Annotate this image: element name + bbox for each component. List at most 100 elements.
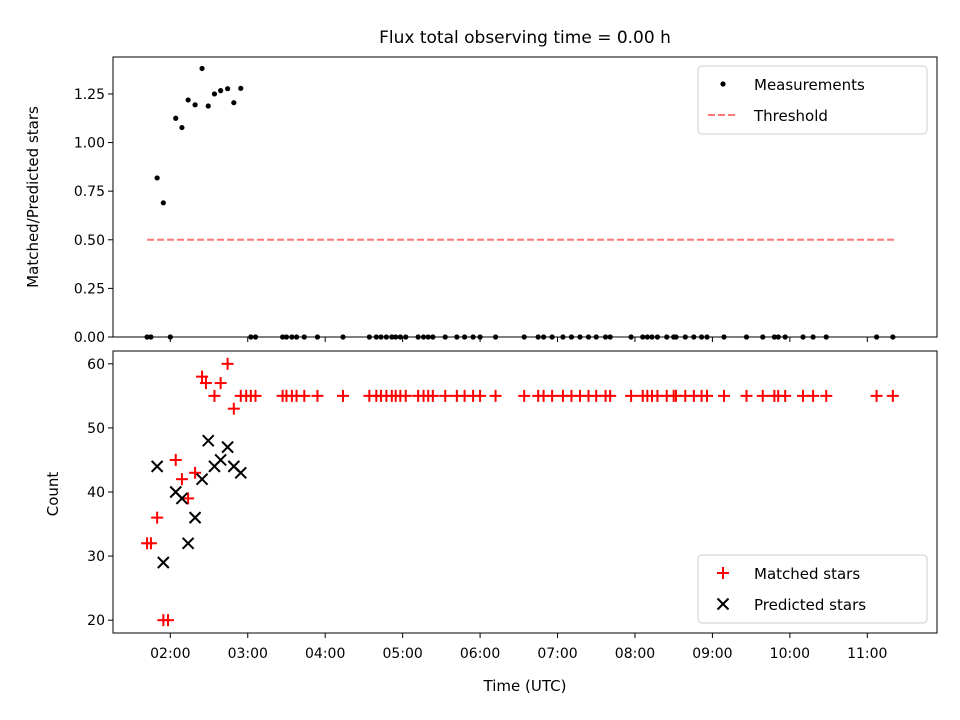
top-dot-point-10-shape [205, 103, 211, 109]
top-dot-point-9-shape [199, 65, 205, 72]
bottom-plus-point-76 [870, 389, 883, 402]
top-axes-frame [112, 56, 938, 338]
bottom-legend-item-1-swatch [716, 597, 730, 611]
bottom-plus-point-44 [518, 389, 531, 402]
x-tick-label-4: 06:00 [460, 646, 500, 662]
top-y-tick-label-2: 0.50 [74, 233, 105, 249]
bottom-plus-point-69 [756, 389, 769, 402]
bottom-plus-point-1 [144, 537, 157, 550]
top-dot-point-15-shape [238, 85, 244, 91]
bottom-plus-point-47 [546, 389, 559, 402]
x-tick-label-2: 04:00 [305, 646, 345, 662]
bottom-x-point-10 [221, 440, 234, 454]
bottom-legend: Matched stars Predicted stars [697, 554, 928, 624]
bottom-plus-point-7 [182, 492, 195, 505]
bottom-plus-point-9 [196, 370, 209, 383]
top-dot-point-9 [199, 65, 205, 72]
top-dot-point-12-shape [218, 88, 224, 94]
bottom-y-tick-label-3: 50 [87, 421, 105, 437]
bottom-x-point-7 [202, 434, 215, 447]
bottom-x-point-5-b [188, 511, 202, 524]
x-tick-label-7: 09:00 [692, 646, 732, 662]
bottom-legend-item-1-label: Predicted stars [754, 596, 866, 614]
top-legend: Measurements Threshold [697, 65, 928, 135]
bottom-legend-item-1-swatch-b [716, 597, 730, 611]
top-legend-item-0-label: Measurements [754, 76, 865, 94]
bottom-plus-point-43 [489, 389, 502, 402]
bottom-series-matched-stars [141, 357, 899, 627]
top-dot-point-14 [231, 100, 237, 106]
bottom-x-point-1-b [157, 556, 170, 569]
top-dot-point-2-shape [154, 175, 160, 181]
top-y-tick-label-4: 1.00 [74, 136, 105, 152]
top-legend-item-0-swatch [720, 81, 726, 87]
bottom-y-tick-label-1: 30 [87, 549, 105, 565]
bottom-plus-point-18 [249, 389, 262, 402]
bottom-plus-point-55 [625, 389, 638, 402]
x-tick-label-5: 07:00 [537, 646, 577, 662]
top-dot-point-13-shape [225, 86, 231, 92]
bottom-y-tick-label-0: 20 [87, 613, 105, 629]
bottom-plus-point-14 [227, 402, 240, 415]
bottom-plus-point-38 [439, 389, 452, 402]
x-tick-label-0: 02:00 [150, 646, 190, 662]
top-dot-point-5-shape [173, 115, 179, 121]
bottom-legend-box [697, 554, 928, 624]
bottom-x-point-6 [195, 472, 209, 486]
bottom-plus-point-25 [337, 389, 350, 402]
bottom-y-axis-label: Count [44, 472, 62, 517]
bottom-plus-point-77 [886, 389, 899, 402]
bottom-plus-point-8 [189, 466, 202, 479]
top-dot-point-8 [192, 102, 198, 108]
top-dot-point-8-shape [192, 102, 198, 108]
bottom-plus-point-5 [169, 453, 182, 466]
bottom-x-point-5 [188, 511, 202, 524]
bottom-x-point-2-b [169, 485, 182, 499]
top-dot-point-7 [185, 97, 191, 103]
bottom-y-tick-label-4: 60 [87, 357, 105, 373]
bottom-legend-item-0-swatch [717, 567, 729, 579]
bottom-plus-point-66 [700, 389, 713, 402]
bottom-plus-point-12 [214, 377, 227, 390]
x-tick-label-8: 10:00 [770, 646, 810, 662]
top-y-tick-label-3: 0.75 [74, 184, 105, 200]
bottom-plus-point-11 [208, 389, 221, 402]
bottom-plus-point-10 [199, 377, 212, 390]
top-chart-title: Flux total observing time = 0.00 h [379, 28, 671, 48]
top-dot-point-3 [160, 200, 166, 206]
bottom-x-point-0 [150, 460, 164, 473]
bottom-x-point-6-b [195, 472, 209, 486]
top-y-tick-label-5: 1.25 [74, 87, 105, 103]
bottom-panel: 20 30 40 50 60 02:00 03:00 04:00 05:00 06:00 07:00… [87, 350, 938, 662]
bottom-plus-point-33 [399, 389, 412, 402]
bottom-plus-point-74 [807, 389, 820, 402]
bottom-x-point-12 [234, 466, 247, 479]
bottom-x-point-4-b [181, 537, 195, 550]
bottom-legend-item-0-label: Matched stars [754, 565, 860, 583]
bottom-x-point-0-b [150, 460, 164, 473]
top-dot-point-6-shape [179, 124, 185, 131]
top-legend-item-1-label: Threshold [753, 107, 828, 125]
bottom-plus-point-2 [151, 511, 164, 524]
top-dot-point-13 [225, 86, 231, 92]
x-tick-label-6: 08:00 [615, 646, 655, 662]
top-dot-point-11 [211, 91, 218, 97]
top-dot-point-5 [173, 115, 179, 121]
bottom-plus-point-67 [718, 389, 731, 402]
bottom-x-point-7-b [202, 434, 215, 447]
top-y-tick-label-1: 0.25 [74, 281, 105, 297]
bottom-x-point-11-b [227, 460, 241, 473]
top-y-tick-label-0: 0.00 [74, 330, 105, 346]
top-dot-point-10 [205, 103, 211, 109]
bottom-plus-point-42 [474, 389, 487, 402]
bottom-x-point-3-b [175, 492, 189, 505]
bottom-x-point-12-b [234, 466, 247, 479]
top-dot-point-15 [238, 85, 244, 91]
bottom-plus-point-68 [740, 389, 753, 402]
x-tick-label-1: 03:00 [228, 646, 268, 662]
top-y-axis-label: Matched/Predicted stars [24, 106, 42, 288]
top-dot-point-11-shape [211, 91, 218, 97]
top-dot-point-6 [179, 124, 185, 131]
bottom-x-point-1 [157, 556, 170, 569]
top-legend-item-0-swatch-shape [720, 81, 726, 87]
